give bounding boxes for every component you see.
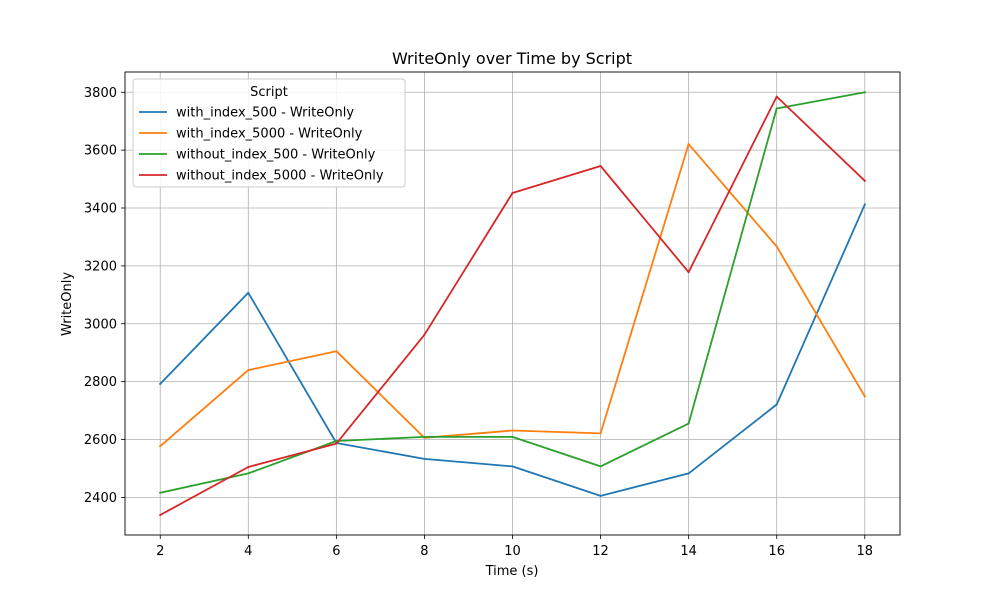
data-point bbox=[599, 165, 602, 168]
x-tick-label: 4 bbox=[244, 544, 252, 559]
data-point bbox=[863, 179, 866, 182]
legend-entry-label: without_index_5000 - WriteOnly bbox=[176, 169, 384, 184]
y-tick-label: 3800 bbox=[84, 86, 117, 101]
x-tick-label: 2 bbox=[156, 544, 164, 559]
series-3 bbox=[158, 95, 867, 517]
axes: 2 4 6 8 10 12 14 16 18 2400 2600 2800 3000 3200 3400 36… bbox=[84, 86, 873, 559]
legend-entry-label: without_index_500 - WriteOnly bbox=[176, 148, 376, 163]
y-tick-label: 2400 bbox=[84, 491, 117, 506]
data-point bbox=[599, 465, 602, 468]
legend-title: Script bbox=[250, 85, 288, 100]
data-point bbox=[511, 435, 514, 438]
x-tick-label: 14 bbox=[680, 544, 697, 559]
data-point bbox=[511, 429, 514, 432]
x-tick-label: 10 bbox=[504, 544, 521, 559]
data-point bbox=[247, 465, 250, 468]
x-tick-label: 18 bbox=[856, 544, 873, 559]
chart-title: WriteOnly over Time by Script bbox=[392, 49, 632, 68]
data-point bbox=[247, 369, 250, 372]
data-point bbox=[775, 403, 778, 406]
data-point bbox=[335, 350, 338, 353]
data-point bbox=[775, 107, 778, 110]
data-point bbox=[511, 191, 514, 194]
data-point bbox=[423, 435, 426, 438]
data-point bbox=[423, 333, 426, 336]
legend-entry-label: with_index_5000 - WriteOnly bbox=[176, 127, 363, 142]
data-point bbox=[423, 457, 426, 460]
data-point bbox=[775, 245, 778, 248]
x-axis-label: Time (s) bbox=[485, 564, 539, 579]
data-point bbox=[159, 382, 162, 385]
data-point bbox=[511, 465, 514, 468]
data-point bbox=[247, 291, 250, 294]
legend: Script with_index_500 - WriteOnly with_ind… bbox=[132, 78, 406, 188]
data-point bbox=[863, 395, 866, 398]
y-tick-label: 3400 bbox=[84, 202, 117, 217]
legend-box bbox=[132, 78, 406, 188]
x-tick-label: 16 bbox=[768, 544, 785, 559]
data-point bbox=[863, 91, 866, 94]
x-tick-label: 6 bbox=[332, 544, 340, 559]
legend-entry-label: with_index_500 - WriteOnly bbox=[176, 106, 354, 121]
y-tick-label: 3000 bbox=[84, 317, 117, 332]
data-point bbox=[335, 439, 338, 442]
data-point bbox=[247, 472, 250, 475]
series-lines bbox=[158, 91, 867, 517]
data-point bbox=[159, 445, 162, 448]
data-point bbox=[687, 472, 690, 475]
y-tick-label: 2600 bbox=[84, 433, 117, 448]
y-tick-label: 3600 bbox=[84, 144, 117, 159]
data-point bbox=[159, 514, 162, 517]
data-point bbox=[775, 95, 778, 98]
y-tick-label: 2800 bbox=[84, 375, 117, 390]
data-point bbox=[599, 494, 602, 497]
x-tick-label: 8 bbox=[420, 544, 428, 559]
data-point bbox=[687, 422, 690, 425]
data-point bbox=[159, 491, 162, 494]
data-point bbox=[863, 203, 866, 206]
data-point bbox=[335, 442, 338, 445]
data-point bbox=[599, 432, 602, 435]
y-axis-label: WriteOnly bbox=[60, 272, 75, 336]
series-2 bbox=[159, 91, 866, 494]
data-point bbox=[687, 143, 690, 146]
data-point bbox=[687, 271, 690, 274]
x-tick-label: 12 bbox=[592, 544, 609, 559]
y-tick-label: 3200 bbox=[84, 259, 117, 274]
